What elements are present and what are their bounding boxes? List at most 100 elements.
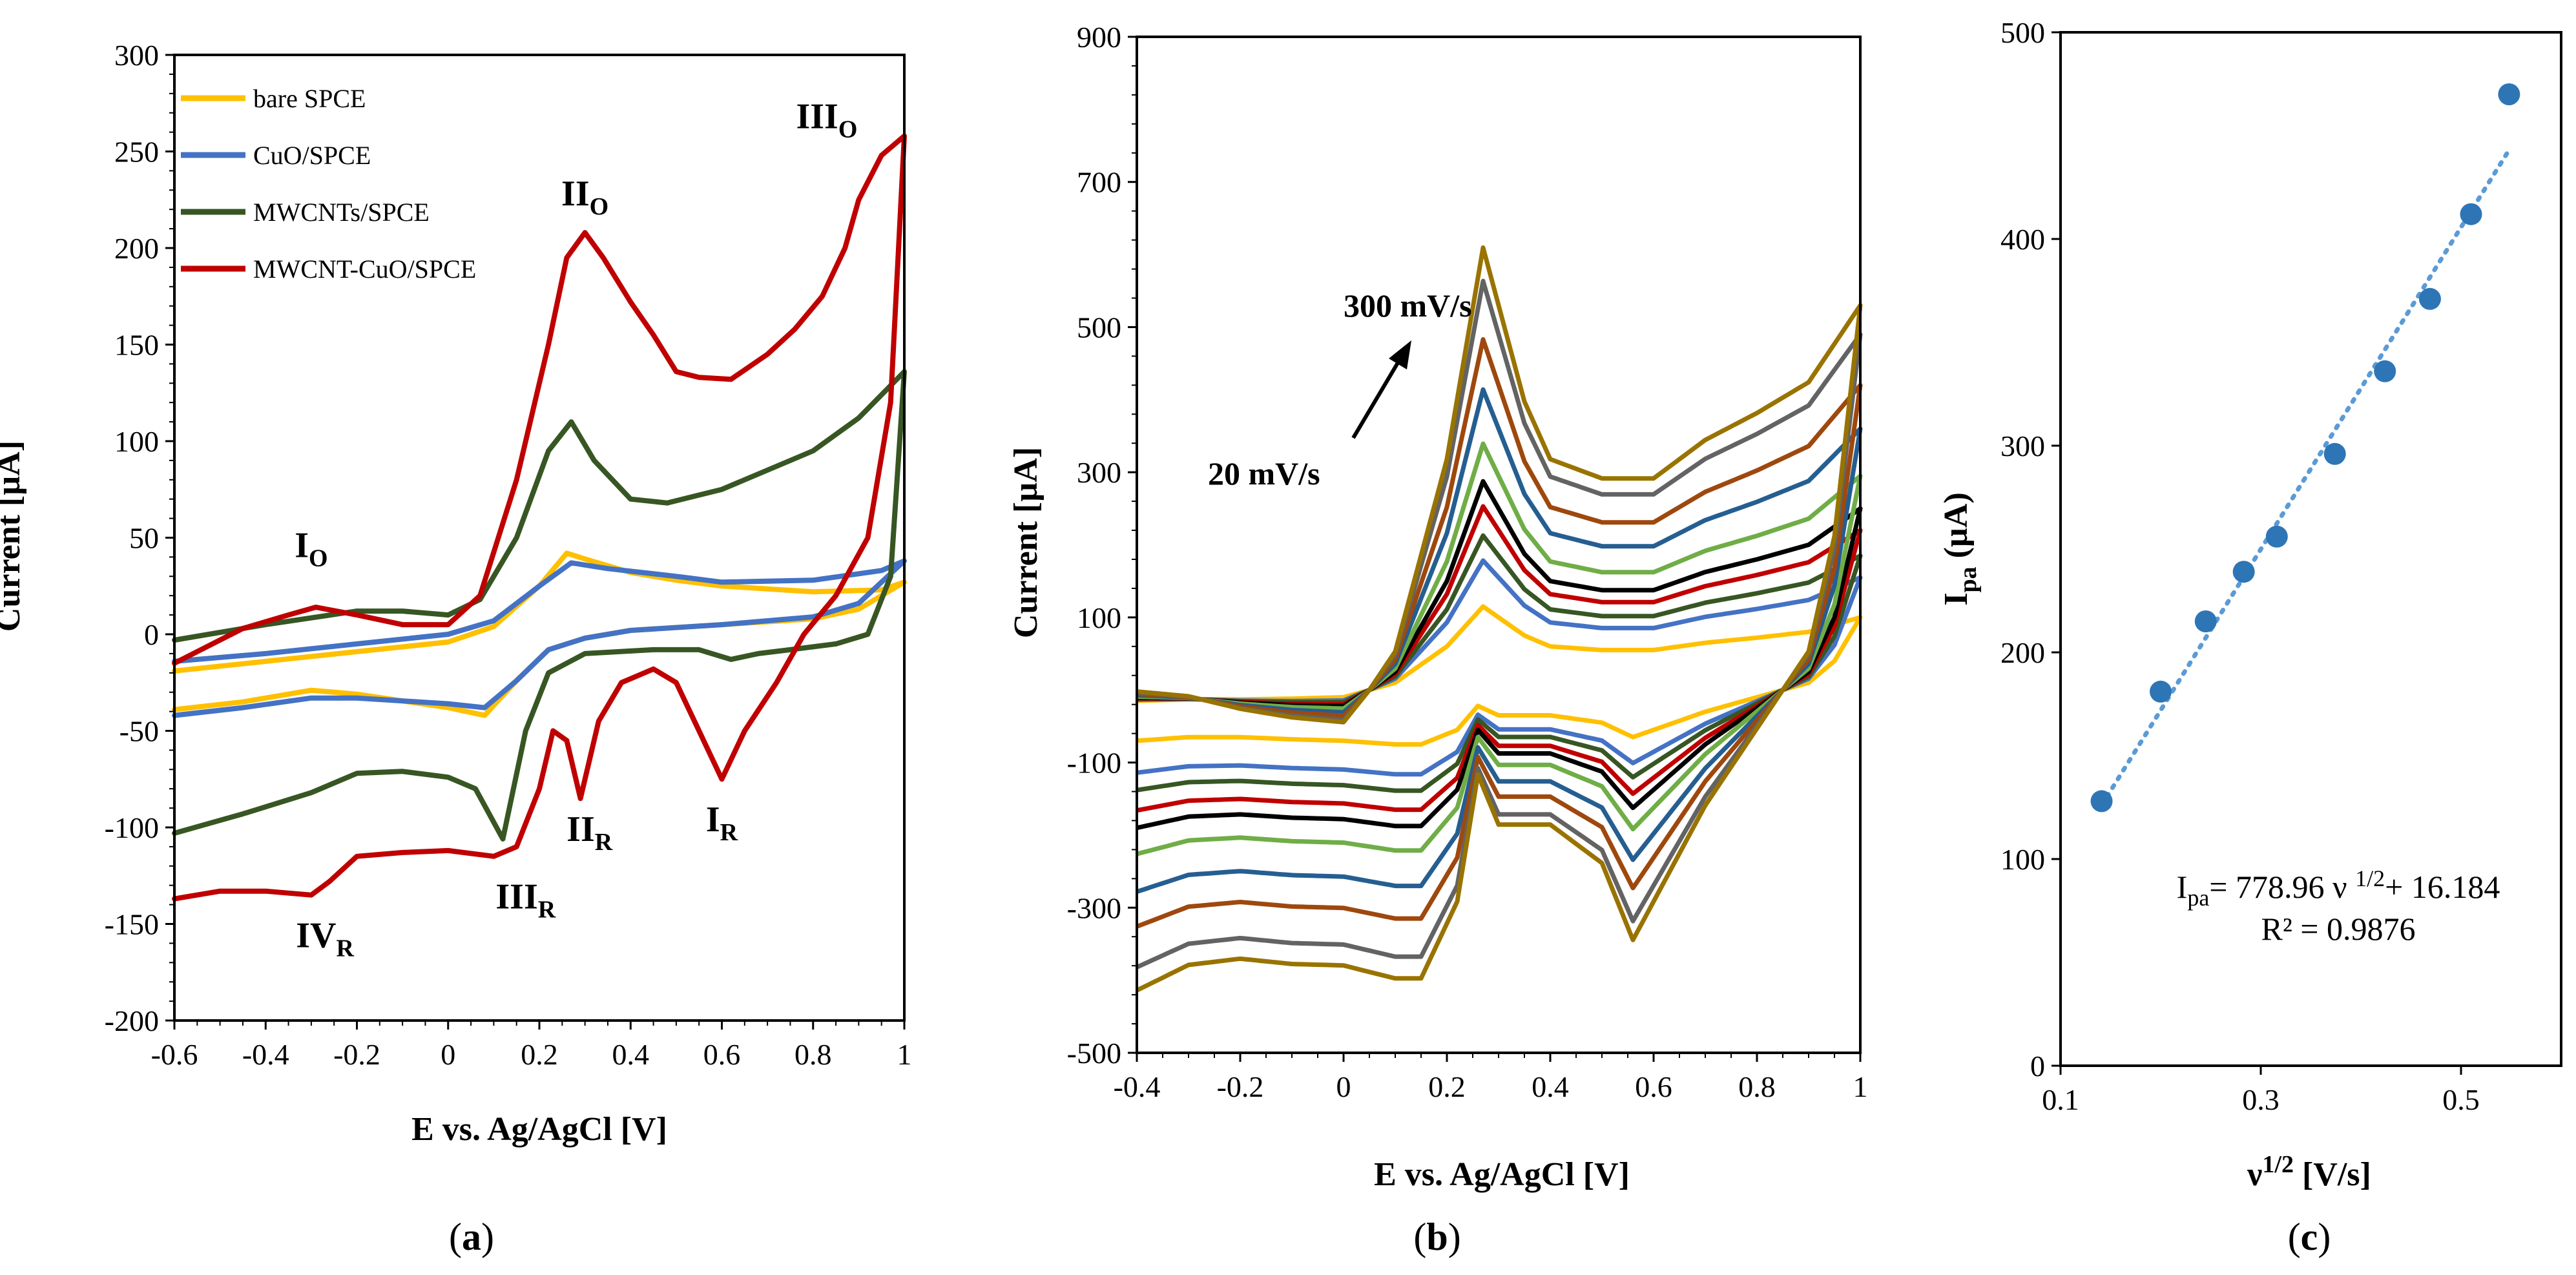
panel-a-legend: bare SPCE CuO/SPCE MWCNTs/SPCE MWCNT-CuO/SP… [181,84,476,284]
panel-b-x-tick-label: 0 [1336,1070,1351,1103]
panel-c-y-tick-label: 100 [2000,843,2045,876]
panel-b-y-tick-label: -300 [1067,891,1121,924]
legend-label-4: MWCNT-CuO/SPCE [253,254,476,284]
panel-c-label: (c) [2288,1216,2331,1258]
panel-b-y-tick-label: 500 [1077,311,1121,344]
legend-label-3: MWCNTs/SPCE [253,198,430,227]
panel-c-data-point-7 [2374,360,2396,382]
panel-c-data-point-10 [2498,83,2520,105]
panel-c-plot-frame [2059,31,2562,1067]
panel-a-y-tick-label: 100 [114,425,159,458]
panel-c-data-point-6 [2323,442,2346,465]
panel-b-label: (b) [1413,1216,1460,1258]
panel-a-x-tick-label: 0.8 [795,1038,832,1071]
panel-c-axes: 500 400 300 200 100 00.1 0.3 0.5 [2000,16,2480,1116]
panel-b-label-letter: b [1426,1216,1448,1258]
panel-b-x-tick-label: 0.2 [1428,1070,1466,1103]
panel-c-label-letter: c [2301,1216,2318,1258]
panel-a-series-line-3 [172,369,907,842]
panel-c-y-tick-label: 0 [2030,1050,2045,1083]
panel-c-y-title-main: I [1938,593,1975,606]
annotation-300-mvs: 300 mV/s [1344,287,1472,324]
panel-b-y-tick-label: -100 [1067,747,1121,780]
peak-label-sub: O [838,116,858,143]
panel-c-chart: 500 400 300 200 100 00.1 0.3 0.5 Ipa (µA) ν1/2 … [1938,16,2562,1258]
panel-c-trendline [2099,147,2511,808]
peak-label-sub: O [309,544,328,572]
panel-c-y-title-sub: pa [1955,566,1982,592]
panel-a-label: (a) [449,1216,494,1258]
panel-a-series-line-2 [172,558,907,718]
panel-b-y-axis-title: Current [µA] [1008,447,1044,638]
panel-c-y-title-rest: (µA) [1938,492,1975,566]
panel-c-y-tick-label: 500 [2000,16,2045,49]
panel-a-series-group [172,133,907,902]
panel-b-y-tick-label: 700 [1077,166,1121,199]
panel-a-y-tick-label: 50 [129,522,159,555]
panel-c-data-point-5 [2265,525,2288,548]
peak-label-main: III [796,97,838,137]
panel-b-x-tick-label: 1 [1853,1070,1868,1103]
panel-b-chart: 900 700 500 300 100 -100 -300 -500-0.4 -0.2 0 0.2 0… [1008,21,1868,1258]
panel-b-annotations: 300 mV/s 20 mV/s [1208,287,1472,492]
peak-label-3: IIIO [796,97,857,143]
legend-label-2: CuO/SPCE [253,141,371,170]
panel-c-series-group [2090,83,2520,813]
panel-a-y-tick-label: -200 [105,1004,159,1037]
peak-label-sub: R [595,829,613,856]
panel-c-x-title-rest: [V/s] [2294,1156,2371,1193]
peak-label-4: IVR [296,915,354,962]
panel-b-y-tick-label: -500 [1067,1037,1121,1070]
panel-a-y-tick-label: 250 [114,136,159,169]
panel-a-x-tick-label: -0.4 [242,1038,289,1071]
peak-label-main: IV [296,915,336,955]
panel-b-x-tick-label: -0.4 [1114,1070,1161,1103]
peak-label-sub: R [720,819,738,846]
panel-a-y-tick-label: -150 [105,908,159,941]
panel-a-x-tick-label: 0.6 [703,1038,741,1071]
panel-a-y-tick-label: 300 [114,39,159,72]
panel-c-r-squared: R² = 0.9876 [2261,911,2415,947]
legend-label-1: bare SPCE [253,84,366,113]
peak-label-7: IR [706,800,738,846]
panel-a-chart: 300 250 200 150 100 50 0 -50 -100 -150 -200-0.6 -0.… [0,39,912,1258]
peak-label-main: II [566,809,595,849]
panel-b-x-tick-label: 0.4 [1532,1070,1569,1103]
panel-b-x-tick-label: -0.2 [1217,1070,1264,1103]
panel-b-x-tick-label: 0.8 [1738,1070,1776,1103]
panel-a-y-tick-label: 150 [114,329,159,362]
panel-c-y-tick-label: 300 [2000,430,2045,462]
panel-c-y-tick-label: 400 [2000,223,2045,256]
panel-c-x-tick-label: 0.5 [2442,1083,2480,1116]
panel-a-y-tick-label: 0 [144,618,159,651]
peak-label-6: IIR [566,809,613,856]
panel-a-x-tick-label: 0 [441,1038,455,1071]
panel-a-x-tick-label: -0.2 [333,1038,380,1071]
panel-c-data-point-2 [2150,680,2172,703]
panel-c-data-point-4 [2232,561,2255,583]
panel-b-y-tick-label: 100 [1077,601,1121,634]
peak-label-main: III [495,877,537,917]
panel-a-x-tick-label: 1 [897,1038,912,1071]
panel-a-x-tick-label: 0.2 [521,1038,558,1071]
panel-a-label-letter: a [462,1216,481,1258]
panel-a-y-tick-label: -100 [105,811,159,844]
panel-c-y-axis-title: Ipa (µA) [1938,492,1982,606]
scan-rate-arrow-head [1389,340,1411,369]
eq-rest: + 16.184 [2385,869,2500,905]
peak-label-main: II [561,174,590,214]
panel-b-y-tick-label: 300 [1077,456,1121,489]
panel-c-x-title-sup: 1/2 [2262,1151,2294,1178]
panel-c-data-point-8 [2418,287,2441,310]
panel-c-data-point-3 [2194,610,2217,632]
eq-sup: 1/2 [2355,866,2385,891]
panel-b-series-group [1136,245,1863,993]
panel-a-x-axis-title: E vs. Ag/AgCl [V] [411,1111,667,1148]
peak-label-1: IO [295,525,327,572]
panel-a-series-line-4 [172,133,907,902]
panel-c-x-title-main: ν [2247,1156,2262,1193]
panel-a-y-tick-label: -50 [119,715,159,748]
panel-a-x-tick-label: 0.4 [612,1038,650,1071]
